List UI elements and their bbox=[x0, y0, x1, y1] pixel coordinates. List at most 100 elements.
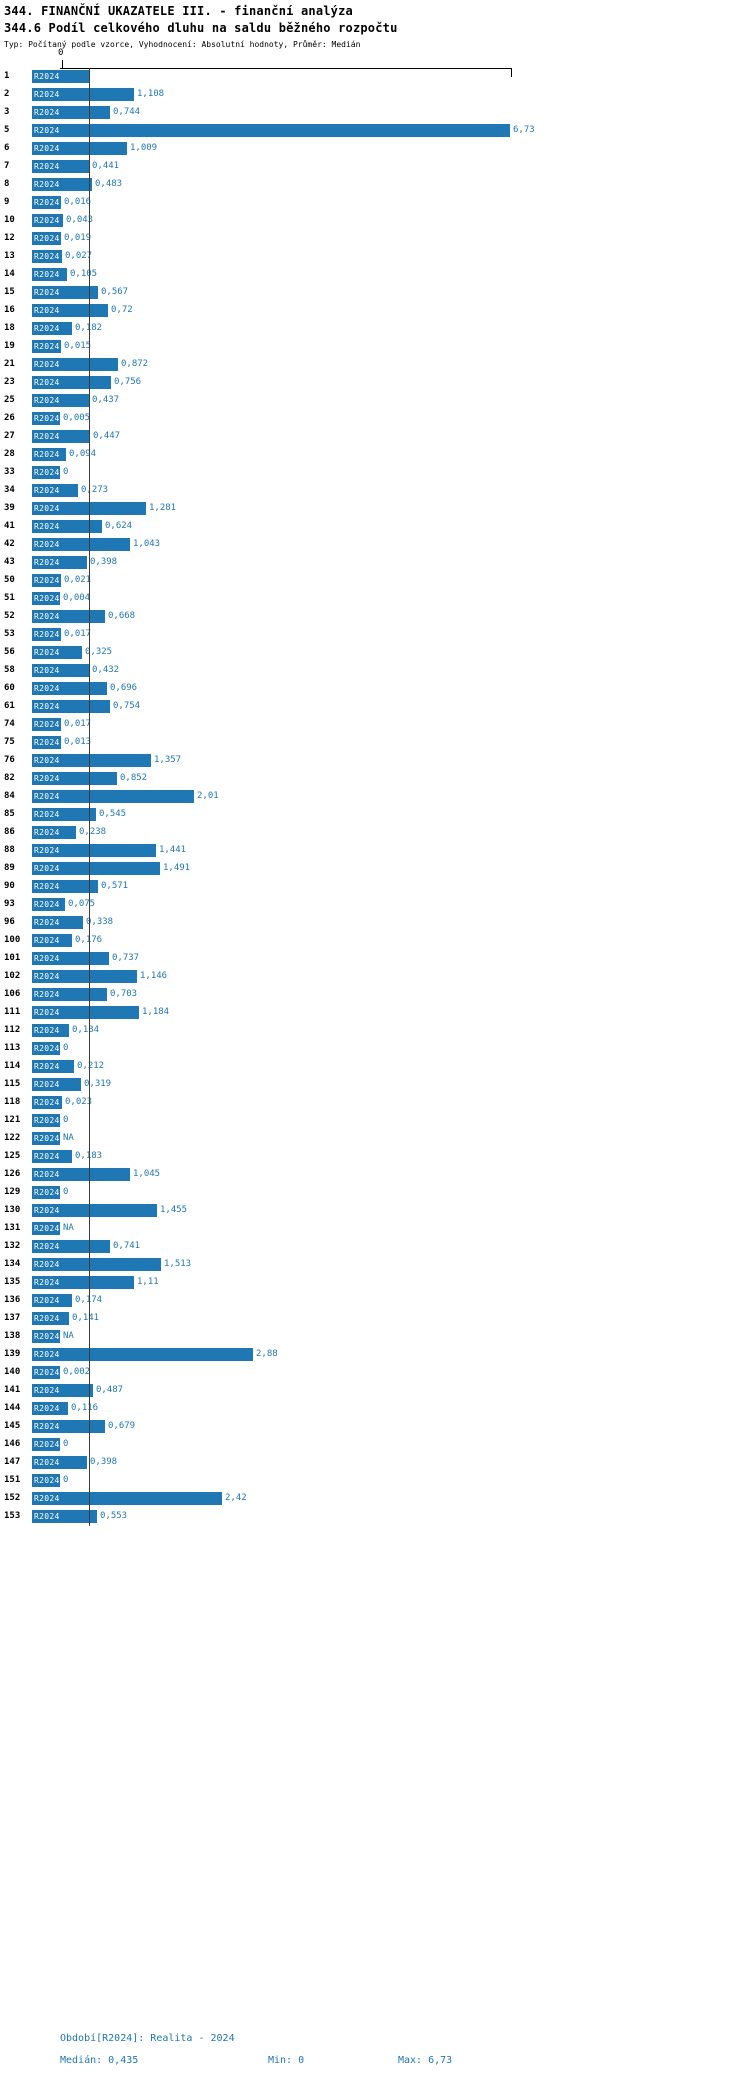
series-label: R2024 bbox=[34, 468, 60, 477]
series-label: R2024 bbox=[34, 648, 60, 657]
series-label: R2024 bbox=[34, 1170, 60, 1179]
value-label: 0,852 bbox=[120, 773, 148, 783]
value-label: 0,021 bbox=[64, 575, 92, 585]
row-number-label: 96 bbox=[4, 917, 15, 927]
value-label: 0,017 bbox=[64, 719, 92, 729]
bar-row: 33 R2024 0 bbox=[0, 466, 750, 479]
row-number-label: 76 bbox=[4, 755, 15, 765]
bar-row: 5 R2024 6,73 bbox=[0, 124, 750, 137]
value-label: 1,043 bbox=[133, 539, 161, 549]
series-label: R2024 bbox=[34, 612, 60, 621]
bar-row: 152 R2024 2,42 bbox=[0, 1492, 750, 1505]
bar-row: 7 R2024 0,441 bbox=[0, 160, 750, 173]
series-label: R2024 bbox=[34, 1296, 60, 1305]
value-bar: R2024 bbox=[32, 772, 117, 785]
value-label: 0,075 bbox=[68, 899, 96, 909]
bar-row: 139 R2024 2,88 bbox=[0, 1348, 750, 1361]
value-label: NA bbox=[63, 1331, 74, 1341]
value-label: 0,002 bbox=[63, 1367, 91, 1377]
value-bar: R2024 bbox=[32, 574, 61, 587]
bar-row: 25 R2024 0,437 bbox=[0, 394, 750, 407]
series-label: R2024 bbox=[34, 540, 60, 549]
value-bar: R2024 bbox=[32, 1150, 72, 1163]
row-number-label: 112 bbox=[4, 1025, 21, 1035]
row-number-label: 115 bbox=[4, 1079, 21, 1089]
page-title: 344. FINANČNÍ UKAZATELE III. - finanční … bbox=[4, 4, 353, 18]
series-label: R2024 bbox=[34, 792, 60, 801]
row-number-label: 15 bbox=[4, 287, 15, 297]
value-label: 1,455 bbox=[160, 1205, 188, 1215]
series-label: R2024 bbox=[34, 558, 60, 567]
value-label: 0 bbox=[63, 1439, 69, 1449]
series-label: R2024 bbox=[34, 1314, 60, 1323]
value-bar: R2024 bbox=[32, 700, 110, 713]
value-label: 1,513 bbox=[164, 1259, 192, 1269]
series-label: R2024 bbox=[34, 1440, 60, 1449]
row-number-label: 102 bbox=[4, 971, 21, 981]
series-label: R2024 bbox=[34, 810, 60, 819]
bar-row: 39 R2024 1,281 bbox=[0, 502, 750, 515]
row-number-label: 136 bbox=[4, 1295, 21, 1305]
value-bar: R2024 bbox=[32, 880, 98, 893]
series-label: R2024 bbox=[34, 1404, 60, 1413]
value-bar: R2024 bbox=[32, 466, 60, 479]
row-number-label: 27 bbox=[4, 431, 15, 441]
chart-meta-line: Typ: Počítaný podle vzorce, Vyhodnocení:… bbox=[4, 40, 361, 49]
value-bar: R2024 bbox=[32, 1276, 134, 1289]
bar-row: 42 R2024 1,043 bbox=[0, 538, 750, 551]
bar-row: 111 R2024 1,184 bbox=[0, 1006, 750, 1019]
series-label: R2024 bbox=[34, 522, 60, 531]
bar-row: 126 R2024 1,045 bbox=[0, 1168, 750, 1181]
x-axis-line bbox=[60, 68, 512, 69]
value-label: 1,045 bbox=[133, 1169, 161, 1179]
value-label: 1,108 bbox=[137, 89, 165, 99]
bar-row: 10 R2024 0,043 bbox=[0, 214, 750, 227]
bar-row: 100 R2024 0,176 bbox=[0, 934, 750, 947]
row-number-label: 50 bbox=[4, 575, 15, 585]
bar-row: 74 R2024 0,017 bbox=[0, 718, 750, 731]
value-label: 0,741 bbox=[113, 1241, 141, 1251]
row-number-label: 146 bbox=[4, 1439, 21, 1449]
value-bar: R2024 bbox=[32, 718, 61, 731]
value-label: 0,487 bbox=[96, 1385, 124, 1395]
x-axis-zero-tick-label: 0 bbox=[58, 48, 64, 58]
bar-row: 125 R2024 0,183 bbox=[0, 1150, 750, 1163]
value-bar: R2024 bbox=[32, 556, 87, 569]
series-label: R2024 bbox=[34, 1512, 60, 1521]
series-label: R2024 bbox=[34, 774, 60, 783]
value-bar: R2024 bbox=[32, 1204, 157, 1217]
row-number-label: 84 bbox=[4, 791, 15, 801]
value-label: 2,88 bbox=[256, 1349, 278, 1359]
value-label: NA bbox=[63, 1133, 74, 1143]
bar-row: 23 R2024 0,756 bbox=[0, 376, 750, 389]
value-bar: R2024 bbox=[32, 1348, 253, 1361]
value-bar: R2024 bbox=[32, 106, 110, 119]
bar-row: 28 R2024 0,094 bbox=[0, 448, 750, 461]
value-label: 0,019 bbox=[64, 233, 92, 243]
bar-row: 52 R2024 0,668 bbox=[0, 610, 750, 623]
row-number-label: 140 bbox=[4, 1367, 21, 1377]
series-label: R2024 bbox=[34, 324, 60, 333]
row-number-label: 90 bbox=[4, 881, 15, 891]
value-label: 0,696 bbox=[110, 683, 138, 693]
value-label: 1,11 bbox=[137, 1277, 159, 1287]
value-label: 0,737 bbox=[112, 953, 140, 963]
bar-row: 43 R2024 0,398 bbox=[0, 556, 750, 569]
bar-row: 112 R2024 0,134 bbox=[0, 1024, 750, 1037]
bar-row: 58 R2024 0,432 bbox=[0, 664, 750, 677]
value-label: 0,319 bbox=[84, 1079, 112, 1089]
value-label: 0,668 bbox=[108, 611, 136, 621]
series-label: R2024 bbox=[34, 738, 60, 747]
series-label: R2024 bbox=[34, 972, 60, 981]
value-bar: R2024 bbox=[32, 1366, 60, 1379]
series-label: R2024 bbox=[34, 72, 60, 81]
value-bar: R2024 bbox=[32, 430, 90, 443]
value-bar: R2024 bbox=[32, 1060, 74, 1073]
value-bar: R2024 bbox=[32, 1240, 110, 1253]
value-bar: R2024 bbox=[32, 1330, 60, 1343]
row-number-label: 151 bbox=[4, 1475, 21, 1485]
row-number-label: 118 bbox=[4, 1097, 21, 1107]
row-number-label: 130 bbox=[4, 1205, 21, 1215]
value-label: 0,567 bbox=[101, 287, 129, 297]
series-label: R2024 bbox=[34, 1098, 60, 1107]
